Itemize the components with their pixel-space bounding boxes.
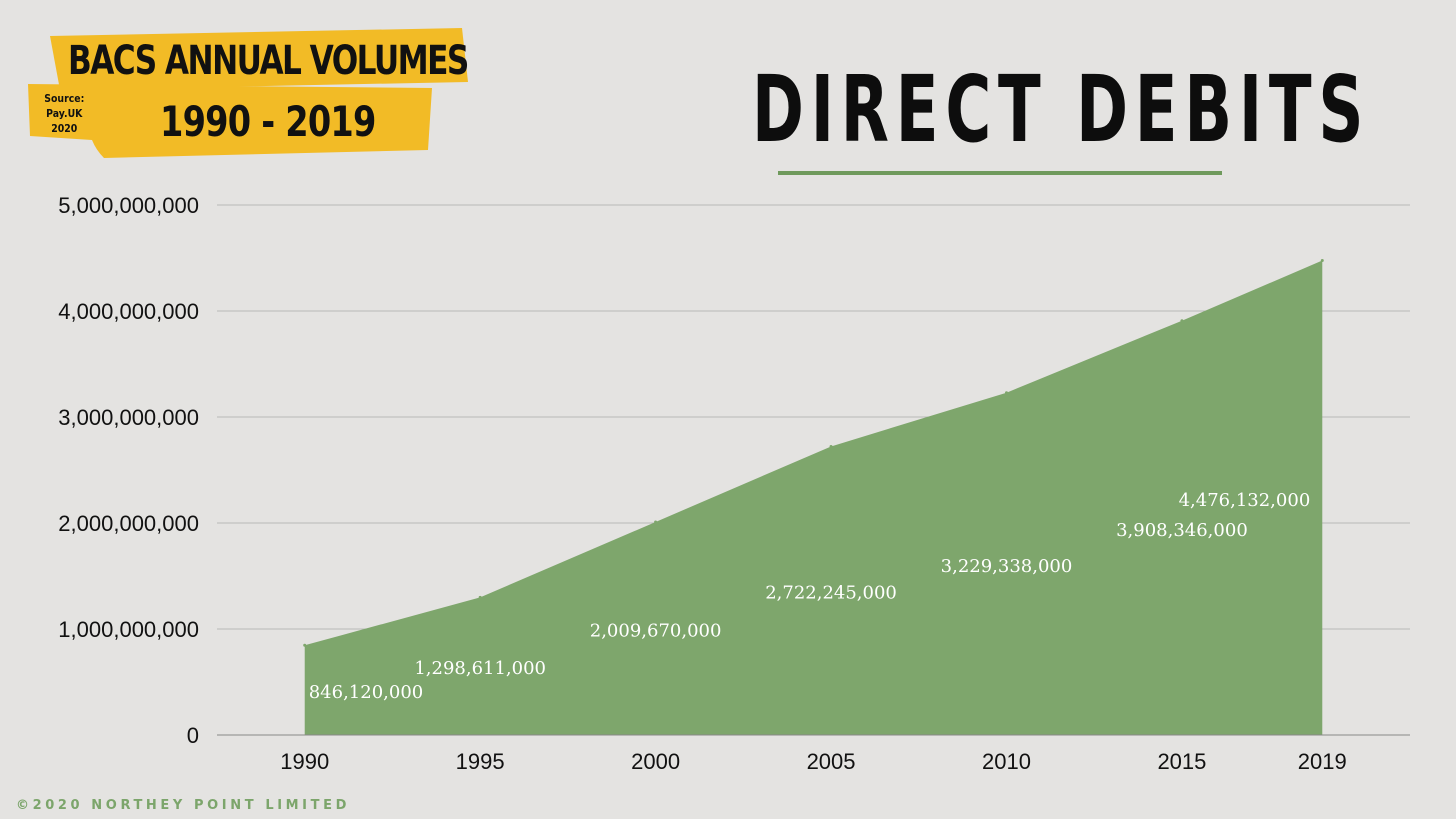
title-badge	[28, 28, 468, 158]
badge-source-name: Pay.UK 2020	[46, 107, 83, 135]
area-series	[303, 259, 1324, 735]
y-tick-label: 3,000,000,000	[58, 405, 199, 430]
y-tick-label: 1,000,000,000	[58, 617, 199, 642]
badge-shape-bottom	[28, 84, 432, 158]
data-point	[654, 520, 658, 524]
data-labels: 846,120,000 1,298,611,000 2,009,670,000 2,7…	[309, 490, 1311, 703]
badge-years: 1990 - 2019	[160, 97, 376, 146]
copyright-footer: ©2020 NORTHEY POINT LIMITED	[16, 798, 350, 813]
data-point	[1320, 259, 1324, 263]
data-label: 3,229,338,000	[941, 556, 1073, 577]
badge-title: BACS ANNUAL VOLUMES	[68, 38, 469, 84]
x-tick-label: 2010	[982, 749, 1031, 774]
data-point	[303, 643, 307, 647]
title-underline	[778, 171, 1222, 175]
data-label: 846,120,000	[309, 682, 424, 703]
data-label: 1,298,611,000	[414, 658, 546, 679]
y-tick-label: 0	[187, 723, 199, 748]
data-point	[1180, 319, 1184, 323]
badge-shape-top	[50, 28, 468, 90]
axes: 0 1,000,000,000 2,000,000,000 3,000,000,000…	[58, 193, 1410, 774]
data-label: 3,908,346,000	[1116, 520, 1248, 541]
data-point	[829, 444, 833, 448]
area-fill	[304, 260, 1323, 735]
y-tick-label: 4,000,000,000	[58, 299, 199, 324]
data-label: 2,722,245,000	[765, 583, 897, 604]
x-tick-label: 1990	[280, 749, 329, 774]
page-title: DIRECT DEBITS	[752, 56, 1371, 163]
x-tick-label: 2000	[631, 749, 680, 774]
badge-source-label: Source:	[44, 92, 85, 105]
data-point	[1004, 391, 1008, 395]
x-tick-label: 2005	[807, 749, 856, 774]
badge-source: Source: Pay.UK 2020	[32, 91, 97, 136]
x-tick-label: 2019	[1298, 749, 1347, 774]
y-tick-label: 2,000,000,000	[58, 511, 199, 536]
data-label: 2,009,670,000	[590, 620, 722, 641]
data-label: 4,476,132,000	[1179, 490, 1311, 511]
x-tick-label: 1995	[456, 749, 505, 774]
x-tick-label: 2015	[1157, 749, 1206, 774]
y-tick-label: 5,000,000,000	[58, 193, 199, 218]
data-point	[478, 595, 482, 599]
